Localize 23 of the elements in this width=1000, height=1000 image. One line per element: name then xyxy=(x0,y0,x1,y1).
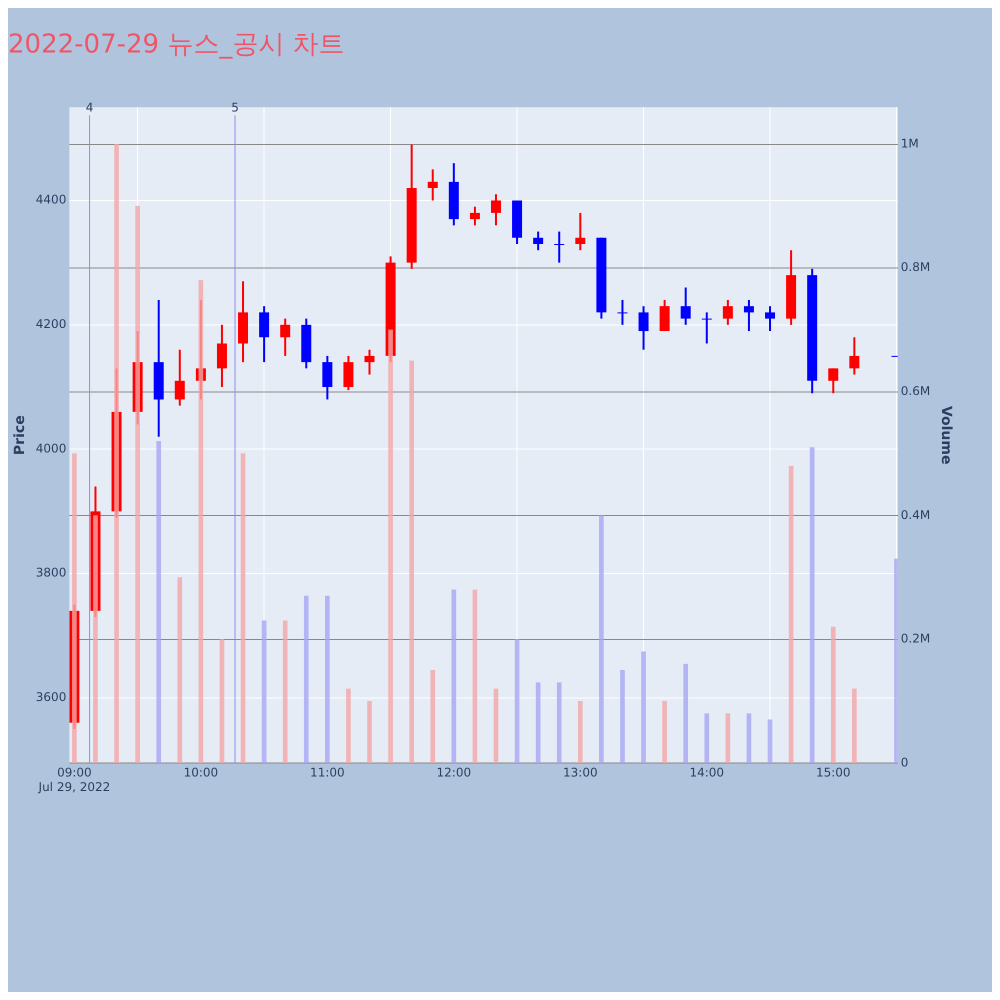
annotation: 5 xyxy=(231,100,239,114)
x-tick-label: 12:00 xyxy=(436,766,472,780)
y-tick-label: 3800 xyxy=(36,566,66,580)
y2-tick-label: 0.4M xyxy=(900,508,930,522)
y-axis-title: Price xyxy=(12,415,28,456)
y-tick-label: 4200 xyxy=(36,316,66,331)
y-tick-label: 4400 xyxy=(36,192,66,207)
y-tick-label: 4000 xyxy=(36,441,66,456)
x-tick-label: 13:00 xyxy=(563,766,598,780)
y2-tick-label: 1M xyxy=(900,136,919,150)
chart-title: 2022-07-29 뉴스_공시 차트 xyxy=(8,29,345,60)
y-tick-label: 3600 xyxy=(36,690,66,704)
y2-axis-title: Volume xyxy=(938,406,954,464)
x-tick-label: 11:00 xyxy=(310,766,345,780)
y2-tick-label: 0.2M xyxy=(900,632,930,646)
y2-tick-label: 0.6M xyxy=(900,384,930,398)
y2-tick-label: 0.8M xyxy=(900,260,930,274)
annotation: 4 xyxy=(86,100,94,114)
x-tick-label: 10:00 xyxy=(184,766,218,780)
y2-tick-label: 0 xyxy=(900,755,908,770)
x-tick-label: 14:00 xyxy=(689,766,724,780)
x-tick-label: 09:00 Jul 29, 2022 xyxy=(38,766,110,794)
x-tick-label: 15:00 xyxy=(816,766,851,780)
